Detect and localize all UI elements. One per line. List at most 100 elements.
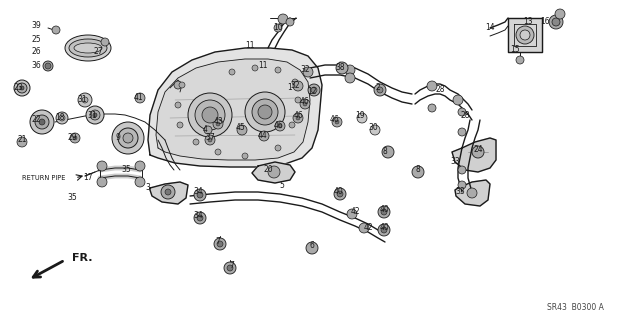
Circle shape xyxy=(295,97,301,103)
Circle shape xyxy=(337,191,343,197)
Circle shape xyxy=(374,84,386,96)
Text: 3: 3 xyxy=(145,183,150,192)
Text: 5: 5 xyxy=(280,182,284,190)
Text: 30: 30 xyxy=(368,123,378,132)
Circle shape xyxy=(332,117,342,127)
Text: 16: 16 xyxy=(540,18,550,26)
Circle shape xyxy=(194,212,206,224)
Circle shape xyxy=(20,86,24,90)
Text: 46: 46 xyxy=(300,98,310,107)
Circle shape xyxy=(202,107,218,123)
Circle shape xyxy=(242,153,248,159)
Text: 46: 46 xyxy=(273,122,283,130)
Circle shape xyxy=(175,102,181,108)
Text: 11: 11 xyxy=(245,41,255,50)
Circle shape xyxy=(286,18,294,26)
Text: 40: 40 xyxy=(380,224,390,233)
Circle shape xyxy=(292,79,298,85)
Text: 20: 20 xyxy=(263,166,273,174)
Circle shape xyxy=(268,166,280,178)
Circle shape xyxy=(381,209,387,215)
Text: 32: 32 xyxy=(300,65,310,75)
Circle shape xyxy=(428,104,436,112)
Text: 46: 46 xyxy=(293,112,303,121)
Text: 41: 41 xyxy=(133,93,143,102)
Circle shape xyxy=(14,80,30,96)
Polygon shape xyxy=(508,18,542,52)
Text: 34: 34 xyxy=(193,188,203,197)
Text: 35: 35 xyxy=(67,194,77,203)
Circle shape xyxy=(359,223,369,233)
Circle shape xyxy=(308,84,320,96)
Text: 36: 36 xyxy=(31,61,41,70)
Circle shape xyxy=(135,161,145,171)
Circle shape xyxy=(293,81,303,91)
Text: 12: 12 xyxy=(307,87,317,97)
Text: 28: 28 xyxy=(435,85,445,94)
Circle shape xyxy=(193,139,199,145)
Circle shape xyxy=(370,125,380,135)
Circle shape xyxy=(213,119,223,129)
Circle shape xyxy=(35,115,49,129)
Text: 13: 13 xyxy=(523,18,533,26)
Circle shape xyxy=(214,238,226,250)
Polygon shape xyxy=(455,180,490,206)
Text: 33: 33 xyxy=(450,158,460,167)
Text: 42: 42 xyxy=(350,207,360,217)
Circle shape xyxy=(135,177,145,187)
Text: 22: 22 xyxy=(31,115,41,124)
Circle shape xyxy=(45,63,51,69)
Text: 7: 7 xyxy=(230,261,234,270)
Circle shape xyxy=(278,124,282,128)
Text: 29: 29 xyxy=(67,133,77,143)
Text: 40: 40 xyxy=(380,205,390,214)
Text: 46: 46 xyxy=(330,115,340,124)
Circle shape xyxy=(97,161,107,171)
Text: 45: 45 xyxy=(235,123,245,132)
Circle shape xyxy=(378,206,390,218)
Circle shape xyxy=(345,65,355,75)
Circle shape xyxy=(195,100,225,130)
Circle shape xyxy=(335,120,339,124)
Text: 39: 39 xyxy=(31,21,41,31)
Circle shape xyxy=(275,67,281,73)
Text: 14: 14 xyxy=(485,24,495,33)
Polygon shape xyxy=(156,59,310,160)
Circle shape xyxy=(208,138,212,142)
Circle shape xyxy=(303,102,307,106)
Circle shape xyxy=(296,116,300,120)
Circle shape xyxy=(516,56,524,64)
Circle shape xyxy=(357,113,367,123)
Ellipse shape xyxy=(69,39,107,57)
Polygon shape xyxy=(252,162,295,183)
Circle shape xyxy=(118,128,138,148)
Circle shape xyxy=(135,93,145,103)
Circle shape xyxy=(458,128,466,136)
Text: 21: 21 xyxy=(17,136,27,145)
Circle shape xyxy=(43,61,53,71)
Circle shape xyxy=(90,110,100,120)
Text: 10: 10 xyxy=(273,24,283,33)
Circle shape xyxy=(378,224,390,236)
Circle shape xyxy=(245,92,285,132)
Text: 25: 25 xyxy=(31,35,41,44)
Circle shape xyxy=(555,9,565,19)
Text: 11: 11 xyxy=(259,61,268,70)
Circle shape xyxy=(177,122,183,128)
Text: 34: 34 xyxy=(193,211,203,220)
Circle shape xyxy=(453,95,463,105)
Circle shape xyxy=(224,262,236,274)
Circle shape xyxy=(311,87,317,93)
Circle shape xyxy=(215,149,221,155)
Circle shape xyxy=(520,30,530,40)
Circle shape xyxy=(552,18,560,26)
Circle shape xyxy=(161,185,175,199)
Circle shape xyxy=(275,121,285,131)
Circle shape xyxy=(101,38,109,46)
Text: 17: 17 xyxy=(83,174,93,182)
Circle shape xyxy=(204,126,212,134)
Circle shape xyxy=(86,106,104,124)
Circle shape xyxy=(82,97,88,103)
Text: 35: 35 xyxy=(121,166,131,174)
Circle shape xyxy=(549,15,563,29)
